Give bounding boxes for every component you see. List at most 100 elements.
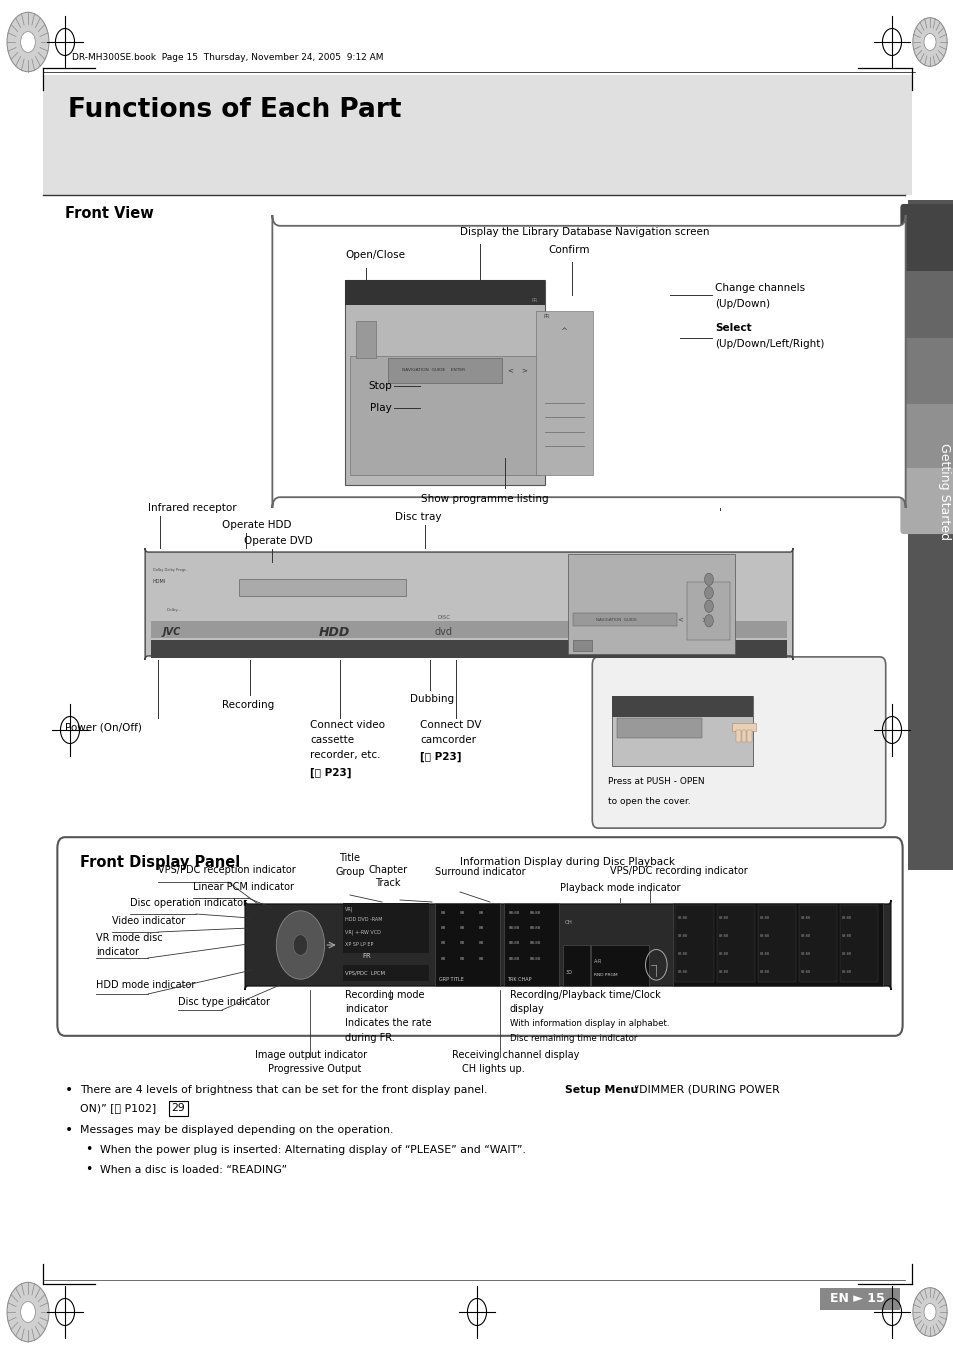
Text: When the power plug is inserted: Alternating display of “PLEASE” and “WAIT”.: When the power plug is inserted: Alterna… <box>100 1146 525 1155</box>
Text: PR: PR <box>543 315 549 319</box>
Text: indicator: indicator <box>96 947 139 957</box>
Bar <box>503 902 558 985</box>
Bar <box>686 581 729 640</box>
Text: JVC: JVC <box>163 627 181 638</box>
Text: 88:88: 88:88 <box>718 934 728 938</box>
Text: HDD DVD -RAM: HDD DVD -RAM <box>345 917 382 923</box>
Text: 88: 88 <box>459 942 464 946</box>
Text: DR-MH300SE.book  Page 15  Thursday, November 24, 2005  9:12 AM: DR-MH300SE.book Page 15 Thursday, Novemb… <box>71 54 383 62</box>
Text: NAVIGATION  GUIDE    ENTER: NAVIGATION GUIDE ENTER <box>402 369 465 372</box>
Text: >: > <box>700 616 706 623</box>
Text: 88: 88 <box>440 925 445 929</box>
Text: Surround indicator: Surround indicator <box>435 867 525 877</box>
Text: display: display <box>510 1004 544 1015</box>
Text: 88:88: 88:88 <box>841 952 851 957</box>
Text: Setup Menu: Setup Menu <box>564 1085 638 1096</box>
Text: •: • <box>65 1123 73 1138</box>
Text: 88: 88 <box>440 911 445 915</box>
Text: 88:88: 88:88 <box>800 970 810 974</box>
Text: >: > <box>521 367 527 373</box>
Text: Power (On/Off): Power (On/Off) <box>65 721 142 732</box>
Text: [⌹ P23]: [⌹ P23] <box>310 767 351 778</box>
Bar <box>672 902 882 985</box>
Text: HDD mode indicator: HDD mode indicator <box>96 979 195 990</box>
Text: 88: 88 <box>440 942 445 946</box>
Circle shape <box>7 12 49 72</box>
Text: cassette: cassette <box>310 735 354 744</box>
Text: 88:88: 88:88 <box>508 911 519 915</box>
Bar <box>612 696 753 766</box>
Text: Information Display during Disc Playback: Information Display during Disc Playback <box>459 857 675 867</box>
Text: Getting Started: Getting Started <box>938 443 950 540</box>
Text: 88:88: 88:88 <box>759 934 769 938</box>
Text: NAVIGATION  GUIDE: NAVIGATION GUIDE <box>596 617 637 621</box>
Text: •: • <box>65 1084 73 1097</box>
Text: camcorder: camcorder <box>419 735 476 744</box>
Bar <box>798 905 837 982</box>
Text: Infrared receptor: Infrared receptor <box>148 503 236 513</box>
Text: 88: 88 <box>478 957 483 961</box>
Text: indicator: indicator <box>345 1004 388 1015</box>
Text: HDD: HDD <box>318 626 350 639</box>
Text: “DIMMER (DURING POWER: “DIMMER (DURING POWER <box>634 1085 780 1096</box>
Text: Functions of Each Part: Functions of Each Part <box>68 97 401 123</box>
Circle shape <box>704 615 713 627</box>
Text: Title: Title <box>339 852 360 863</box>
Text: 88:88: 88:88 <box>800 916 810 920</box>
Text: CH: CH <box>564 920 572 925</box>
Text: 88: 88 <box>478 911 483 915</box>
Bar <box>731 723 755 731</box>
Text: 88: 88 <box>440 957 445 961</box>
Text: 88:88: 88:88 <box>529 957 540 961</box>
Text: 3D: 3D <box>565 970 572 974</box>
Text: FR: FR <box>362 952 371 959</box>
Text: Dubbing: Dubbing <box>410 694 454 704</box>
Text: 88:88: 88:88 <box>800 952 810 957</box>
Text: ON)” [⌹ P102]: ON)” [⌹ P102] <box>80 1102 159 1113</box>
Text: Recording/Playback time/Clock: Recording/Playback time/Clock <box>510 990 660 1000</box>
Text: VR mode disc: VR mode disc <box>96 934 162 943</box>
Bar <box>345 280 544 304</box>
Bar <box>675 905 713 982</box>
Text: dvd: dvd <box>435 627 453 638</box>
Text: CH lights up.: CH lights up. <box>461 1065 524 1074</box>
Text: 88: 88 <box>459 911 464 915</box>
Bar <box>572 640 591 651</box>
Text: XP SP LP EP: XP SP LP EP <box>345 943 374 947</box>
Text: Front View: Front View <box>65 205 153 220</box>
Circle shape <box>704 573 713 585</box>
Bar <box>343 965 429 981</box>
Bar <box>716 905 754 982</box>
Text: •: • <box>85 1143 92 1156</box>
Text: Image output indicator: Image output indicator <box>254 1050 367 1061</box>
Circle shape <box>912 18 946 66</box>
Text: Disc operation indicator: Disc operation indicator <box>130 898 247 908</box>
Text: Confirm: Confirm <box>547 245 589 255</box>
Bar <box>757 905 795 982</box>
FancyBboxPatch shape <box>273 215 904 508</box>
Text: Operate HDD: Operate HDD <box>222 520 292 530</box>
Text: Stop: Stop <box>368 381 392 390</box>
Text: 88:88: 88:88 <box>841 916 851 920</box>
Text: <: < <box>507 367 513 373</box>
Text: 88:88: 88:88 <box>508 942 519 946</box>
Text: Change channels: Change channels <box>714 282 804 293</box>
Text: Show programme listing: Show programme listing <box>420 494 548 504</box>
Text: HDMI: HDMI <box>152 580 166 584</box>
Text: Connect video: Connect video <box>310 720 385 730</box>
Text: Messages may be displayed depending on the operation.: Messages may be displayed depending on t… <box>80 1125 393 1135</box>
Text: 88: 88 <box>478 942 483 946</box>
Circle shape <box>704 600 713 612</box>
Text: 88:88: 88:88 <box>800 934 810 938</box>
Circle shape <box>276 911 324 979</box>
Text: 88:88: 88:88 <box>677 916 687 920</box>
Bar <box>343 902 429 952</box>
Text: VPS/PDC  LPCM: VPS/PDC LPCM <box>345 970 385 975</box>
Bar <box>840 905 878 982</box>
Text: TRK CHAP: TRK CHAP <box>506 977 531 982</box>
FancyBboxPatch shape <box>900 272 953 339</box>
Text: 88:88: 88:88 <box>841 970 851 974</box>
Text: Dolby...: Dolby... <box>167 608 182 612</box>
Text: during FR.: during FR. <box>345 1034 395 1043</box>
Text: [⌹ P23]: [⌹ P23] <box>419 753 461 762</box>
